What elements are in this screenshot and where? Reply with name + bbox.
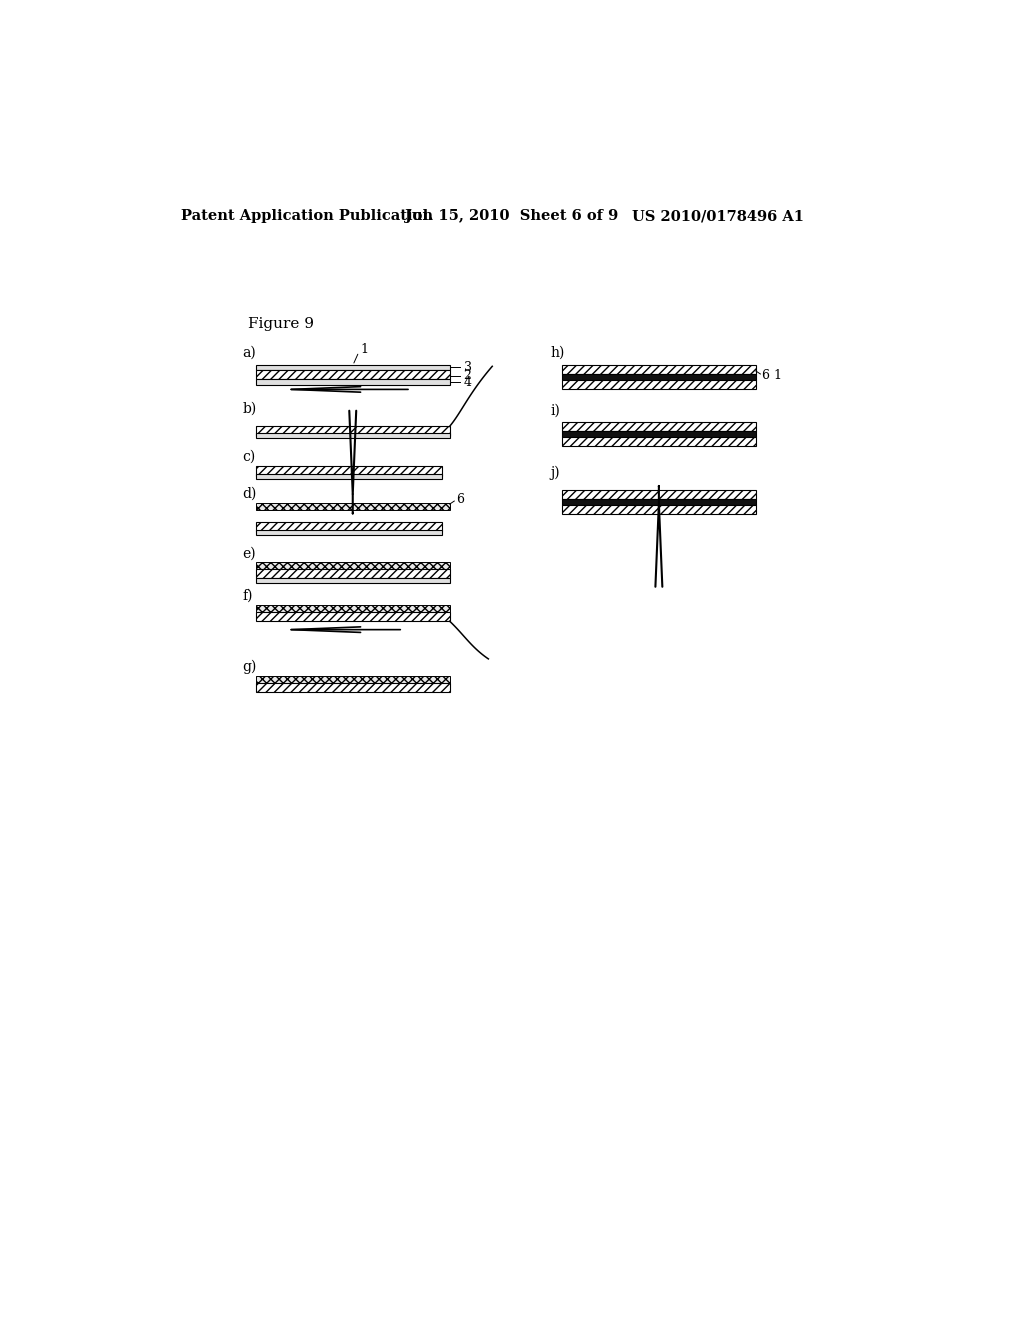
Bar	[562, 380, 756, 389]
Bar	[256, 364, 450, 370]
Bar	[256, 612, 450, 622]
Bar	[256, 466, 442, 475]
Bar	[562, 422, 756, 430]
Bar	[256, 426, 450, 436]
Text: g): g)	[243, 660, 257, 673]
Text: 4: 4	[464, 376, 472, 389]
Text: e): e)	[243, 546, 256, 561]
Text: US 2010/0178496 A1: US 2010/0178496 A1	[632, 209, 804, 223]
Bar	[562, 437, 756, 446]
Bar	[562, 374, 756, 380]
Text: 6: 6	[456, 492, 464, 506]
Text: Figure 9: Figure 9	[248, 317, 314, 331]
Bar	[562, 490, 756, 499]
Bar	[562, 506, 756, 515]
Text: h): h)	[550, 346, 565, 359]
Text: 2: 2	[464, 370, 471, 381]
Bar	[562, 432, 756, 437]
Text: b): b)	[243, 401, 257, 416]
Bar	[256, 503, 450, 510]
Text: Patent Application Publication: Patent Application Publication	[180, 209, 433, 223]
Bar	[256, 578, 450, 583]
Bar	[256, 370, 450, 379]
Bar	[256, 521, 442, 531]
Bar	[256, 676, 450, 682]
Bar	[256, 379, 450, 385]
Text: f): f)	[243, 589, 253, 603]
Text: j): j)	[550, 466, 560, 479]
Bar	[256, 605, 450, 612]
Text: 1: 1	[360, 343, 369, 356]
Text: 3: 3	[464, 360, 472, 374]
Bar	[256, 562, 450, 569]
Text: a): a)	[243, 346, 256, 359]
Bar	[562, 499, 756, 506]
Bar	[256, 682, 450, 692]
Text: c): c)	[243, 450, 256, 465]
Bar	[562, 364, 756, 374]
Text: d): d)	[243, 486, 257, 500]
Bar	[256, 433, 450, 438]
Bar	[256, 529, 442, 535]
Text: i): i)	[550, 404, 560, 418]
Text: Jul. 15, 2010  Sheet 6 of 9: Jul. 15, 2010 Sheet 6 of 9	[406, 209, 618, 223]
Bar	[256, 474, 442, 479]
Bar	[256, 569, 450, 578]
Text: 6 1: 6 1	[762, 370, 782, 381]
